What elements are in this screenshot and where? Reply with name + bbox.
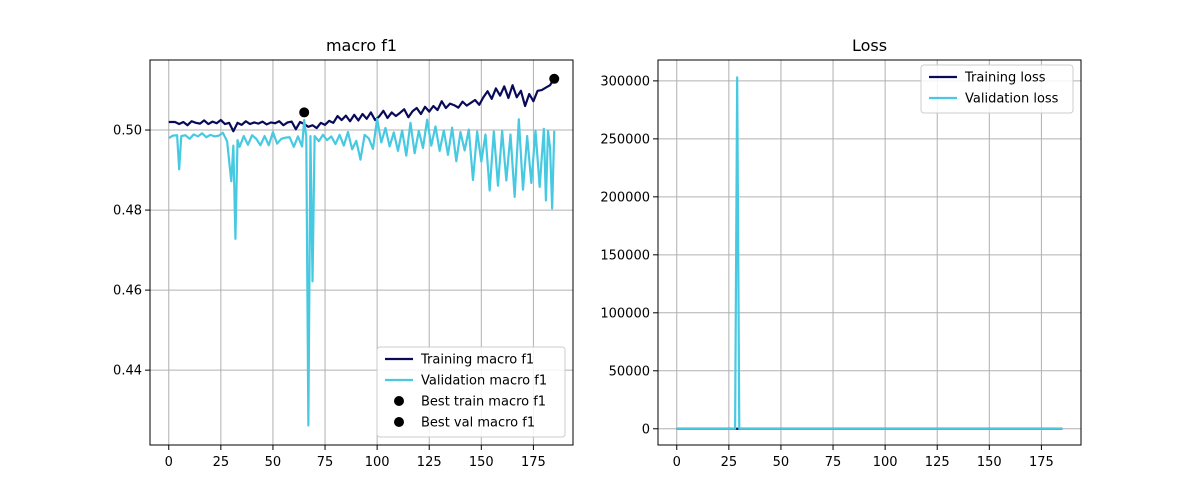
chart-1-ytick-label: 0.50 — [113, 124, 142, 139]
chart-1-plot-area — [168, 77, 556, 427]
chart-2-ytick-label: 150000 — [600, 248, 650, 263]
chart-2-ytick-label: 0 — [642, 422, 650, 437]
chart-2-xtick-label: 100 — [873, 455, 898, 470]
chart-1-series-training-macro-f1 — [168, 77, 556, 133]
chart-1-legend-box — [376, 346, 566, 438]
chart-1-marker-best-val-macro-f1 — [299, 107, 310, 118]
chart-1: macro f1 0 25 50 75 100 125 150 175 0.44 0.46 0.48 0… — [113, 36, 574, 470]
chart-1-xtick-label: 100 — [365, 455, 390, 470]
chart-2-title: Loss — [852, 36, 887, 55]
chart-1-legend-label-validation-macro-f1: Validation macro f1 — [421, 374, 547, 389]
chart-2-legend-box — [920, 64, 1074, 114]
chart-1-title: macro f1 — [326, 36, 397, 55]
chart-2-ytick-label: 100000 — [600, 306, 650, 321]
chart-1-xtick-label: 25 — [213, 455, 230, 470]
chart-1-legend-swatch-best-val-macro-f1 — [394, 417, 404, 427]
chart-1-series-validation-macro-f1 — [168, 117, 556, 427]
chart-1-legend: Training macro f1 Validation macro f1 Best… — [376, 346, 566, 438]
chart-2-legend: Training loss Validation loss — [920, 64, 1074, 114]
chart-1-legend-label-best-train-macro-f1: Best train macro f1 — [421, 395, 546, 410]
chart-1-legend-swatch-best-train-macro-f1 — [394, 396, 404, 406]
chart-1-xtick-label: 175 — [521, 455, 546, 470]
chart-2-ytick-label: 200000 — [600, 190, 650, 205]
chart-2-legend-label-training-loss: Training loss — [964, 71, 1046, 86]
chart-1-xtick-label: 0 — [165, 455, 173, 470]
chart-1-legend-label-training-macro-f1: Training macro f1 — [420, 353, 534, 368]
chart-2-xtick-label: 50 — [773, 455, 790, 470]
chart-2-xtick-label: 175 — [1029, 455, 1054, 470]
chart-1-ytick-label: 0.48 — [113, 204, 142, 219]
chart-1-xtick-label: 50 — [265, 455, 282, 470]
chart-1-ytick-label: 0.44 — [113, 364, 142, 379]
chart-2-plot-area — [676, 76, 1063, 430]
chart-2-ytick-label: 250000 — [600, 132, 650, 147]
chart-2-ytick-label: 50000 — [609, 364, 650, 379]
chart-2-xtick-label: 0 — [673, 455, 681, 470]
chart-1-xtick-label: 150 — [469, 455, 494, 470]
chart-1-frame — [149, 59, 574, 446]
chart-2-legend-label-validation-loss: Validation loss — [965, 92, 1059, 107]
chart-2-xtick-label: 25 — [721, 455, 738, 470]
chart-2: Loss 0 25 50 75 100 125 150 175 0 50000 100000 15000… — [600, 36, 1082, 470]
chart-1-xtick-label: 75 — [317, 455, 334, 470]
chart-2-ytick-label: 300000 — [600, 74, 650, 89]
chart-2-series-validation-loss — [676, 76, 1063, 430]
chart-2-frame — [657, 59, 1082, 446]
chart-2-xtick-label: 125 — [925, 455, 950, 470]
chart-2-xtick-label: 150 — [977, 455, 1002, 470]
chart-1-legend-label-best-val-macro-f1: Best val macro f1 — [421, 416, 535, 431]
chart-1-ytick-label: 0.46 — [113, 284, 142, 299]
chart-1-xtick-label: 125 — [417, 455, 442, 470]
chart-1-marker-best-train-macro-f1 — [549, 73, 560, 84]
chart-2-xtick-label: 75 — [825, 455, 842, 470]
